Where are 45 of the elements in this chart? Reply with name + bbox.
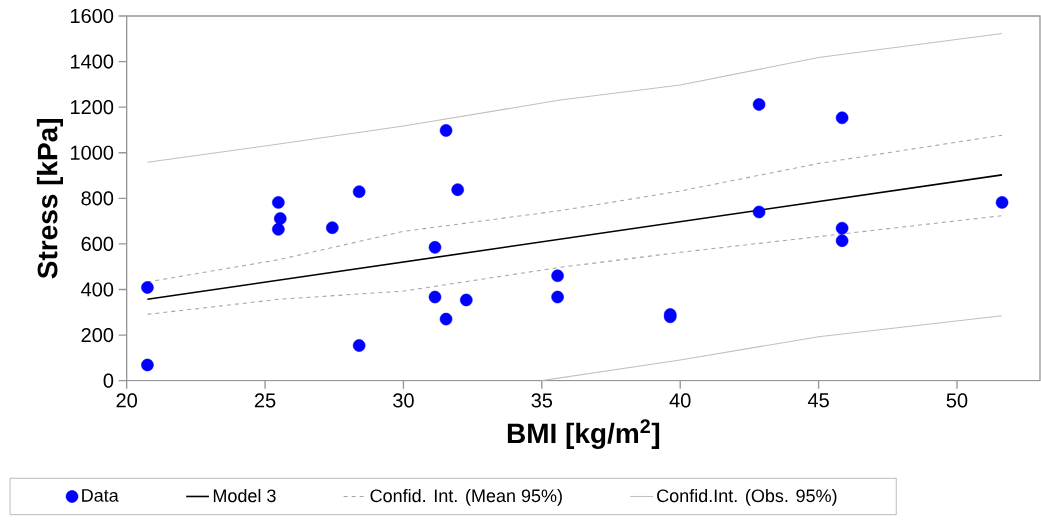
point [752,98,766,111]
point [141,281,154,294]
point [428,241,442,254]
x-tick-label: 20 [116,393,138,408]
x-tick-label: 30 [393,393,414,408]
point [272,223,285,236]
x-tick-label: 25 [254,393,276,408]
y-tick-label: 1600 [71,8,114,24]
point [274,212,287,225]
x-tick-label: 45 [807,393,829,408]
point [272,196,285,209]
legend-label: Confid.Int. (Obs. 95%) [657,488,837,506]
point [835,234,849,247]
point [141,358,154,372]
point [752,205,766,219]
x-tick-label: 35 [531,393,553,408]
legend-label: Confid. Int. (Mean 95%) [370,488,562,506]
line-series [146,33,1003,163]
point [352,339,366,352]
x-axis-title: BMI [kg/m$^{2}$] [507,419,660,449]
point [459,293,473,307]
point [439,312,453,326]
x-tick-label: 50 [946,393,968,408]
point [835,221,849,235]
point [439,124,453,137]
point [326,221,339,234]
y-tick-label: 1200 [71,100,114,115]
point [835,111,849,125]
point [995,196,1009,209]
y-tick-label: 400 [81,282,114,297]
legend-label: Data [82,489,119,502]
point [551,269,564,283]
y-tick-label: 600 [81,236,114,251]
legend-label: Model 3 [213,488,276,503]
point [352,185,366,198]
y-tick-label: 800 [81,191,114,206]
point [428,290,442,304]
y-axis-title: Stress [kPa] [36,119,63,279]
y-tick-label: 200 [81,327,114,343]
y-tick-label: 1400 [71,54,114,69]
x-tick-label: 40 [669,393,691,408]
y-tick-label: 0 [103,373,114,388]
point [551,290,564,304]
y-tick-label: 1000 [71,145,114,160]
point [451,183,464,196]
